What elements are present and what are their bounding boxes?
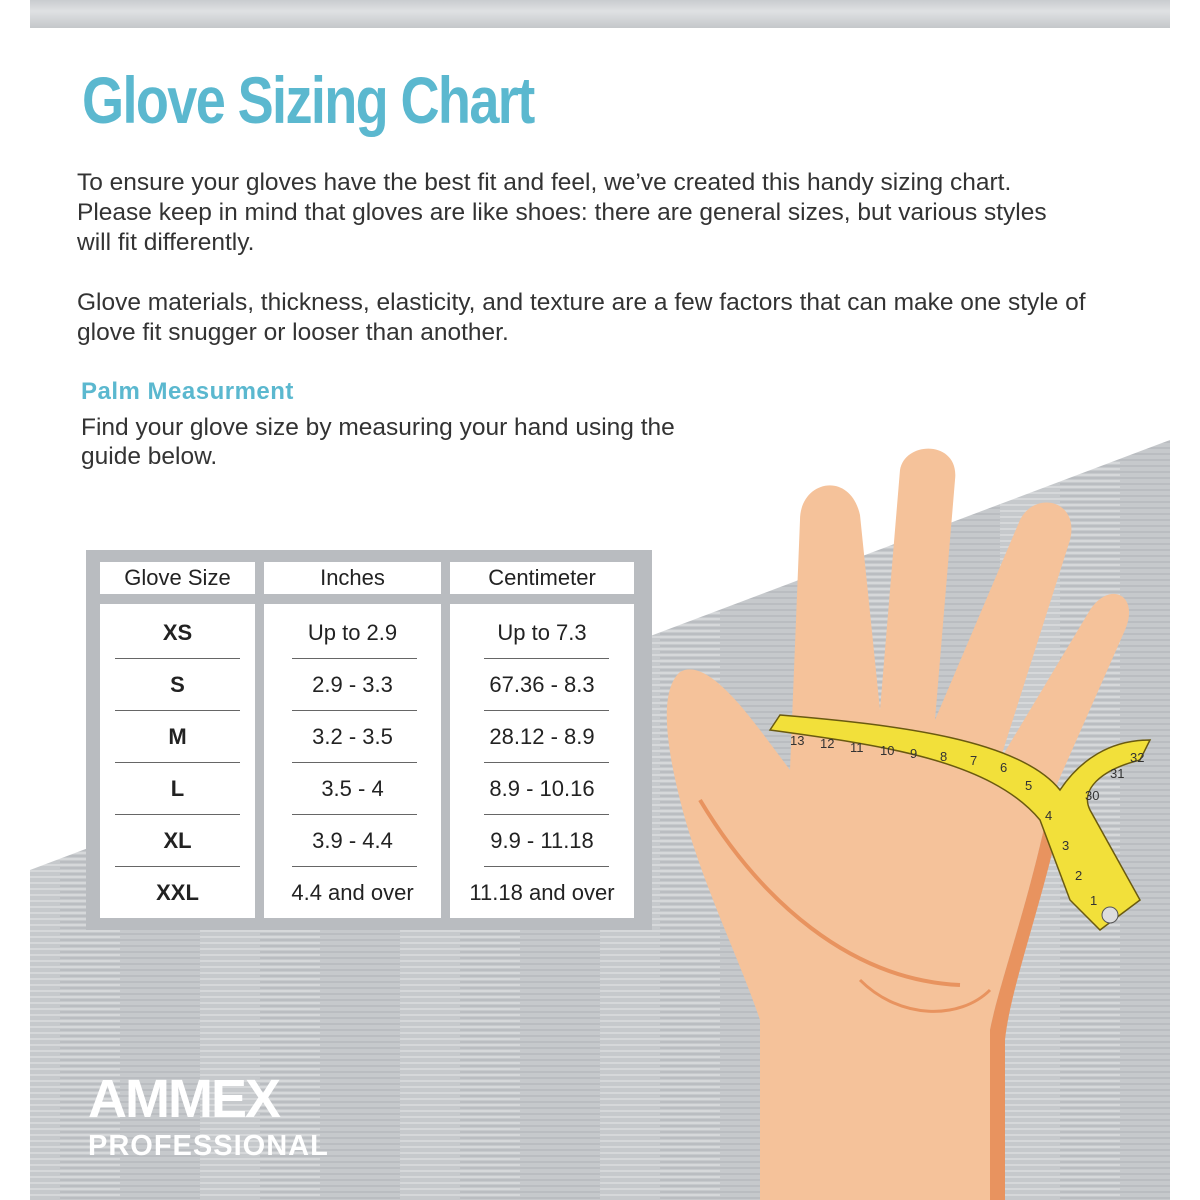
header-centimeter: Centimeter xyxy=(450,562,634,594)
tape-number: 7 xyxy=(970,753,977,768)
row-divider xyxy=(484,710,609,711)
row-divider xyxy=(115,710,240,711)
tape-number: 10 xyxy=(880,743,894,758)
tape-number: 11 xyxy=(850,740,864,755)
row-divider xyxy=(292,866,417,867)
cell-inches: Up to 2.9 xyxy=(307,620,398,645)
tape-number: 31 xyxy=(1110,766,1124,781)
row-divider xyxy=(115,658,240,659)
row-divider xyxy=(484,658,609,659)
header-inches: Inches xyxy=(264,562,441,594)
size-column xyxy=(100,604,255,918)
cell-cm: 9.9 - 11.18 xyxy=(490,828,594,853)
tape-number: 32 xyxy=(1130,750,1144,765)
row-divider xyxy=(484,814,609,815)
tape-number: 6 xyxy=(1000,760,1007,775)
brand-tagline: PROFESSIONAL xyxy=(88,1130,329,1162)
brand-logo: AMMEX xyxy=(88,1069,281,1129)
cell-cm: Up to 7.3 xyxy=(497,620,587,645)
tape-number: 30 xyxy=(1085,788,1099,803)
row-divider xyxy=(115,814,240,815)
cell-size: XL xyxy=(163,828,192,853)
cell-inches: 2.9 - 3.3 xyxy=(312,672,393,697)
row-divider xyxy=(484,762,609,763)
cell-size: XXL xyxy=(156,880,199,905)
row-divider xyxy=(292,658,417,659)
cell-cm: 67.36 - 8.3 xyxy=(489,672,595,697)
header-glove-size: Glove Size xyxy=(100,562,255,594)
tape-number: 8 xyxy=(940,749,947,764)
tape-number: 4 xyxy=(1045,808,1052,823)
tape-number: 1 xyxy=(1090,893,1097,908)
tape-number: 13 xyxy=(790,733,804,748)
row-divider xyxy=(292,762,417,763)
cell-size: S xyxy=(170,672,185,697)
cell-size: XS xyxy=(162,620,193,645)
top-band xyxy=(30,0,1170,28)
row-divider xyxy=(115,866,240,867)
intro-paragraph-1: To ensure your gloves have the best fit … xyxy=(77,169,1047,256)
palm-heading: Palm Measurment xyxy=(81,378,294,405)
row-divider xyxy=(292,814,417,815)
cell-cm: 11.18 and over xyxy=(469,880,615,905)
tape-number: 3 xyxy=(1062,838,1069,853)
cell-cm: 28.12 - 8.9 xyxy=(489,724,595,749)
cell-cm: 8.9 - 10.16 xyxy=(489,776,595,801)
palm-text: Find your glove size by measuring your h… xyxy=(81,414,675,470)
cell-inches: 4.4 and over xyxy=(291,880,414,905)
row-divider xyxy=(292,710,417,711)
cell-inches: 3.2 - 3.5 xyxy=(312,724,393,749)
tape-number: 5 xyxy=(1025,778,1032,793)
cell-size: L xyxy=(170,776,185,801)
tape-number: 12 xyxy=(820,736,834,751)
tape-number: 2 xyxy=(1075,868,1082,883)
tape-number: 9 xyxy=(910,746,917,761)
intro-paragraph-2: Glove materials, thickness, elasticity, … xyxy=(77,289,1086,346)
row-divider xyxy=(115,762,240,763)
page-title: Glove Sizing Chart xyxy=(82,63,535,137)
cell-inches: 3.5 - 4 xyxy=(321,776,384,801)
cm-column xyxy=(450,604,634,918)
cell-size: M xyxy=(168,724,187,749)
inches-column xyxy=(264,604,441,918)
row-divider xyxy=(484,866,609,867)
cell-inches: 3.9 - 4.4 xyxy=(312,828,393,853)
tape-measure xyxy=(768,714,1152,931)
